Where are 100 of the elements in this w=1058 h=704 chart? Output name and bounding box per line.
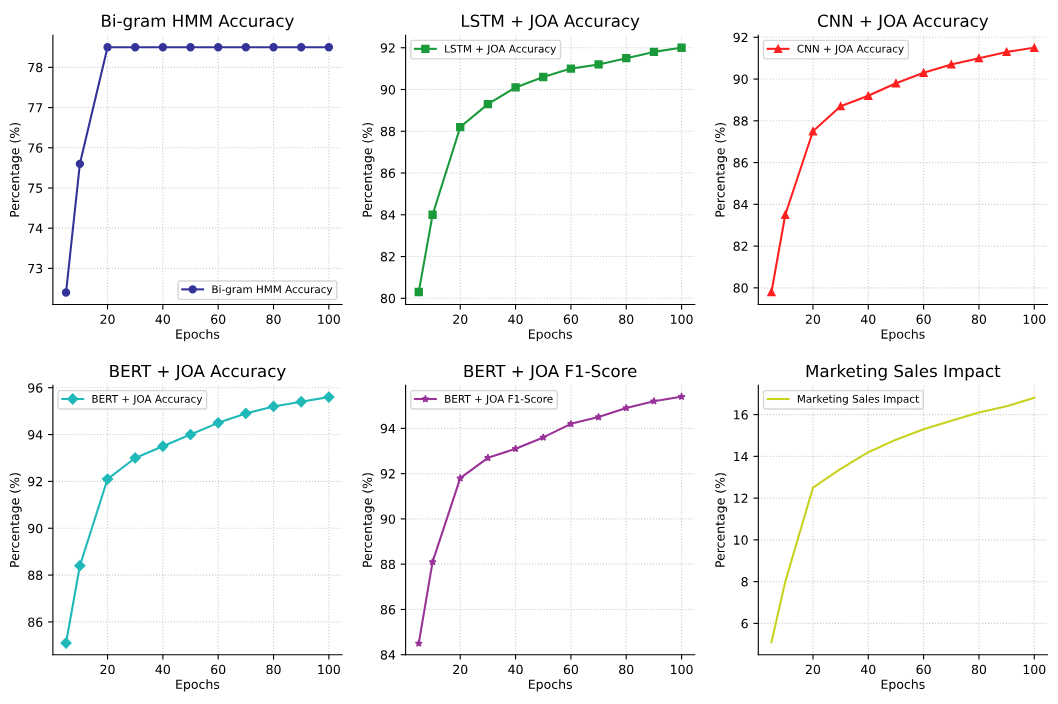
- point: [947, 60, 956, 69]
- y-tick-label: 77: [28, 103, 43, 113]
- y-tick-label: 88: [380, 559, 396, 570]
- x-tick-label: 40: [860, 664, 876, 675]
- line-series: [770, 396, 1036, 644]
- y-tick-label: 76: [28, 143, 43, 153]
- x-tick-label: 60: [916, 664, 931, 675]
- point: [456, 473, 465, 482]
- point: [864, 91, 873, 100]
- point: [539, 72, 548, 82]
- point: [240, 407, 252, 420]
- x-axis-title: Epochs: [881, 679, 925, 692]
- point: [61, 288, 71, 297]
- point: [594, 60, 603, 69]
- x-tick-label: 60: [916, 314, 931, 324]
- point: [74, 560, 86, 572]
- point: [414, 639, 423, 647]
- y-axis-title: Percentage (%): [9, 123, 22, 217]
- point: [103, 43, 112, 52]
- y-tick-label: 80: [733, 283, 748, 293]
- point: [808, 127, 818, 136]
- y-tick-label: 6: [741, 618, 748, 629]
- point: [539, 433, 548, 441]
- x-tick-label: 20: [100, 314, 115, 324]
- point: [677, 392, 686, 401]
- y-tick-label: 88: [380, 126, 396, 137]
- y-tick-label: 80: [380, 293, 396, 304]
- point: [214, 43, 223, 52]
- x-tick-label: 100: [318, 664, 340, 675]
- y-tick-label: 84: [380, 210, 396, 220]
- y-tick-label: 12: [734, 493, 748, 503]
- y-axis-title: Percentage (%): [715, 473, 728, 567]
- x-tick-label: 20: [100, 664, 115, 675]
- y-tick-label: 86: [380, 168, 396, 178]
- x-tick-label: 100: [1023, 314, 1046, 324]
- point: [158, 43, 168, 52]
- point: [101, 473, 114, 485]
- point: [131, 43, 140, 52]
- point: [269, 43, 278, 52]
- y-tick-label: 75: [28, 183, 43, 193]
- y-tick-label: 86: [733, 158, 748, 168]
- y-tick-label: 8: [741, 577, 748, 587]
- point: [428, 210, 437, 219]
- chart-title: Bi-gram HMM Accuracy: [102, 14, 294, 31]
- point: [891, 79, 901, 88]
- point: [622, 403, 631, 412]
- chart-title: CNN + JOA Accuracy: [817, 14, 989, 31]
- y-tick-label: 10: [734, 535, 748, 545]
- x-tick-label: 100: [671, 664, 693, 675]
- y-tick-label: 90: [380, 84, 396, 95]
- x-axis-title: Epochs: [176, 679, 220, 692]
- x-tick-label: 80: [619, 664, 634, 675]
- y-tick-label: 82: [380, 252, 395, 262]
- y-tick-label: 78: [28, 62, 43, 73]
- point: [781, 210, 790, 219]
- y-tick-label: 94: [380, 423, 396, 434]
- point: [75, 159, 85, 169]
- y-tick-label: 82: [733, 241, 748, 252]
- x-tick-label: 40: [860, 314, 876, 324]
- y-tick-label: 90: [733, 74, 748, 84]
- point: [622, 54, 631, 63]
- point: [414, 287, 423, 297]
- y-tick-label: 92: [28, 476, 42, 487]
- legend-label: LSTM + JOA Accuracy: [445, 44, 557, 55]
- point: [677, 43, 686, 52]
- point: [323, 391, 335, 403]
- y-tick-label: 88: [733, 116, 748, 126]
- y-tick-label: 92: [380, 43, 395, 53]
- chart-title: Marketing Sales Impact: [806, 364, 1001, 381]
- x-tick-label: 100: [671, 314, 693, 324]
- point: [767, 287, 776, 297]
- y-tick-label: 86: [380, 604, 396, 615]
- x-tick-label: 60: [563, 314, 579, 324]
- legend-label: Marketing Sales Impact: [797, 394, 919, 405]
- x-axis-title: Epochs: [528, 329, 572, 342]
- y-axis-title: Percentage (%): [9, 473, 22, 567]
- point: [649, 397, 658, 405]
- point: [649, 47, 659, 57]
- legend-label: CNN + JOA Accuracy: [797, 44, 904, 55]
- point: [186, 43, 195, 52]
- point: [295, 396, 307, 408]
- y-tick-label: 90: [28, 523, 43, 534]
- point: [594, 412, 603, 421]
- x-axis-title: Epochs: [881, 329, 925, 342]
- point: [212, 417, 224, 429]
- y-tick-label: 84: [733, 199, 748, 210]
- point: [184, 428, 197, 441]
- x-tick-label: 100: [1023, 664, 1046, 675]
- y-tick-label: 94: [28, 430, 43, 440]
- point: [836, 102, 845, 111]
- x-tick-label: 20: [805, 314, 821, 324]
- x-tick-label: 40: [508, 314, 523, 324]
- y-tick-label: 86: [28, 617, 43, 627]
- x-tick-label: 80: [971, 664, 987, 675]
- point: [297, 43, 306, 52]
- chart-title: BERT + JOA F1-Score: [464, 364, 637, 381]
- y-tick-label: 73: [28, 263, 43, 274]
- y-tick-label: 84: [380, 650, 396, 660]
- point: [241, 43, 251, 52]
- point: [1002, 47, 1011, 57]
